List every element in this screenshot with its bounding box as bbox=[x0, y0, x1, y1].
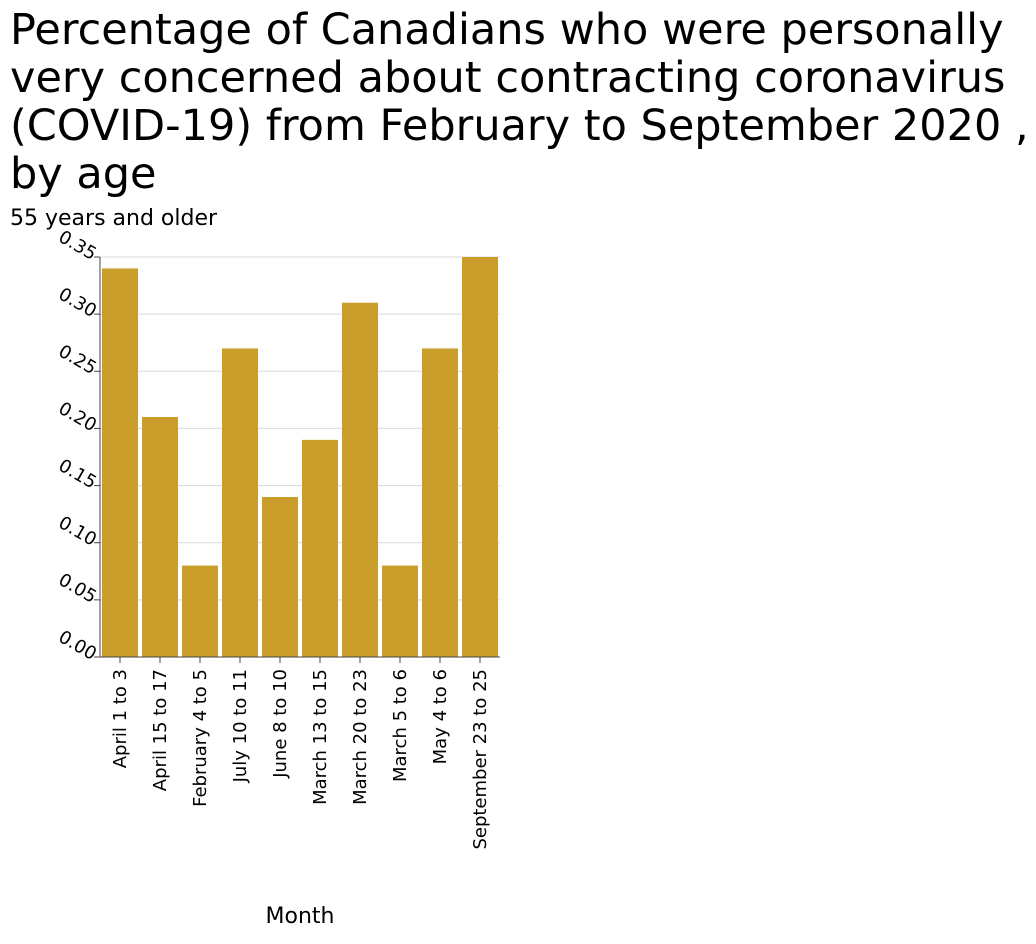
y-tick-label: 0.35 bbox=[55, 227, 100, 265]
x-tick-label: May 4 to 6 bbox=[430, 669, 451, 764]
x-tick-label: April 1 to 3 bbox=[110, 669, 131, 768]
x-tick-label: July 10 to 11 bbox=[230, 669, 251, 783]
y-tick-label: 0.05 bbox=[55, 569, 100, 607]
bar bbox=[422, 348, 458, 657]
x-tick-label: March 5 to 6 bbox=[390, 669, 411, 782]
y-axis-label: 55 years and older bbox=[10, 206, 218, 231]
bar bbox=[462, 257, 498, 657]
bar bbox=[262, 497, 298, 657]
y-tick-label: 0.30 bbox=[55, 284, 100, 322]
y-tick-label: 0.10 bbox=[55, 512, 100, 550]
x-tick-label: March 20 to 23 bbox=[350, 669, 371, 805]
bar bbox=[102, 268, 138, 657]
bar bbox=[182, 565, 218, 657]
x-ticks: April 1 to 3 April 15 to 17 February 4 to … bbox=[110, 657, 491, 850]
bar bbox=[382, 565, 418, 657]
y-tick-label: 0.20 bbox=[55, 398, 100, 436]
x-tick-label: February 4 to 5 bbox=[190, 669, 211, 807]
x-tick-label: April 15 to 17 bbox=[150, 669, 171, 791]
bar bbox=[142, 417, 178, 657]
bar bbox=[342, 302, 378, 657]
y-tick-label: 0.25 bbox=[55, 341, 100, 379]
x-axis-label: Month bbox=[265, 904, 335, 929]
axes bbox=[99, 257, 500, 658]
bar bbox=[302, 439, 338, 657]
bars bbox=[102, 257, 498, 657]
y-tick-label: 0.00 bbox=[55, 627, 100, 665]
x-tick-label: June 8 to 10 bbox=[270, 669, 291, 779]
x-tick-label: March 13 to 15 bbox=[310, 669, 331, 805]
x-tick-label: September 23 to 25 bbox=[470, 669, 491, 850]
y-tick-label: 0.15 bbox=[55, 455, 100, 493]
chart-title: Percentage of Canadians who were persona… bbox=[10, 5, 1029, 199]
bar bbox=[222, 348, 258, 657]
y-ticks: 0.00 0.05 0.10 0.15 0.20 0.25 0.30 0.35 bbox=[55, 227, 100, 665]
